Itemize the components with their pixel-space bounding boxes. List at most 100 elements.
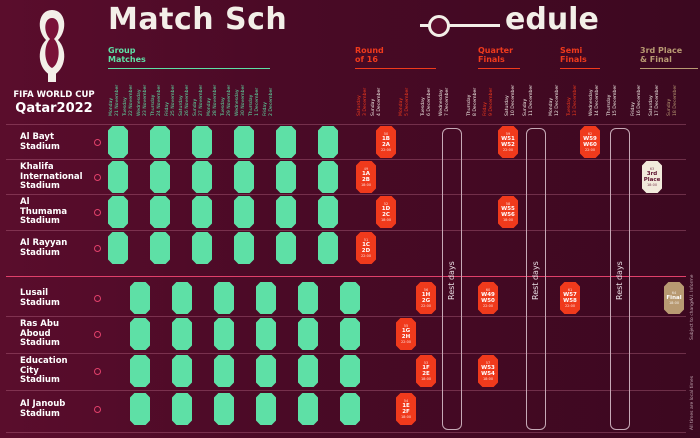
group-match (150, 161, 170, 193)
day-label: Friday 2 December (263, 87, 274, 116)
group-match (214, 355, 234, 387)
group-match (150, 196, 170, 228)
day-header: Friday 16 December (630, 62, 642, 116)
group-match (276, 232, 296, 264)
match-number: 59 (505, 132, 511, 136)
match-number: 62 (587, 132, 593, 136)
group-match (256, 318, 276, 350)
group-match (192, 196, 212, 228)
group-match (234, 232, 254, 264)
stadium-name: Lusail Stadium (20, 288, 60, 308)
match-time: 18:00 (482, 377, 494, 381)
stadium-marker-icon (94, 244, 101, 252)
group-match (276, 196, 296, 228)
match-number: 54 (403, 399, 409, 403)
group-match (172, 318, 192, 350)
stadium-marker-icon (94, 138, 101, 146)
match-number: 57 (485, 361, 491, 365)
day-header: Monday 28 November (206, 62, 218, 116)
day-header: Sunday 11 December (522, 62, 534, 116)
group-match (298, 355, 318, 387)
group-match (318, 161, 338, 193)
day-header: Wednesday 7 December (438, 62, 450, 116)
round-of-16-match: 54 1E 2F 18:00 (396, 393, 416, 425)
semi-final-match: 62 W59 W60 22:00 (580, 126, 600, 158)
group-match (108, 232, 128, 264)
match-teams: W51 W52 (501, 136, 515, 148)
match-number: 63 (649, 167, 655, 171)
row-separator (6, 159, 686, 160)
group-match (318, 232, 338, 264)
day-label: Sunday 27 November (193, 84, 204, 116)
match-teams: W49 W50 (481, 292, 495, 304)
quarter-final-match: 57 W53 W54 18:00 (478, 355, 498, 387)
day-header: Sunday 4 December (370, 62, 382, 116)
match-time: 18:00 (400, 415, 412, 419)
match-time: 22:00 (564, 304, 576, 308)
day-header: Tuesday 6 December (420, 62, 432, 116)
match-time: 22:00 (360, 254, 372, 258)
group-match (214, 318, 234, 350)
row-separator (6, 230, 686, 231)
day-header: Monday 12 December (548, 62, 560, 116)
stadium-name: Ras Abu Aboud Stadium (20, 319, 60, 349)
third-place-match: 63 3rd Place 18:00 (642, 161, 662, 193)
group-match (150, 126, 170, 158)
day-label: Friday 16 December (631, 84, 642, 116)
day-label: Sunday 18 December (667, 84, 678, 116)
match-teams: 1F 2E (422, 365, 430, 377)
row-separator (6, 276, 686, 277)
phase-underline (108, 68, 270, 69)
day-header: Wednesday 30 November (234, 62, 246, 116)
day-label: Wednesday 30 November (235, 84, 246, 116)
day-header: Saturday 17 December (648, 62, 660, 116)
day-label: Monday 21 November (109, 84, 120, 116)
group-match (340, 282, 360, 314)
day-label: Monday 28 November (207, 84, 218, 116)
page-title: Match Sch (108, 2, 288, 37)
day-header: Tuesday 13 December (566, 62, 578, 116)
row-separator (6, 390, 686, 391)
side-note: Subject to change (690, 299, 695, 340)
day-header: Sunday 27 November (192, 62, 204, 116)
match-number: 60 (485, 288, 491, 292)
day-header: Wednesday 23 November (136, 62, 148, 116)
rest-days-label: Rest days (531, 261, 540, 300)
match-number: 52 (383, 202, 389, 206)
round-of-16-match: 53 1F 2E 18:00 (416, 355, 436, 387)
day-header: Thursday 24 November (150, 62, 162, 116)
rest-days-box (610, 128, 630, 430)
group-match (172, 355, 192, 387)
day-label: Saturday 10 December (505, 84, 516, 116)
match-time: 22:00 (420, 304, 432, 308)
row-separator (6, 124, 686, 125)
stadium-marker-icon (94, 330, 101, 338)
match-teams: Final (666, 295, 682, 301)
round-of-16-match: 49 1A 2B 18:00 (356, 161, 376, 193)
day-label: Friday 25 November (165, 84, 176, 116)
day-label: Saturday 3 December (357, 87, 368, 116)
match-time: 18:00 (380, 218, 392, 222)
title-divider (420, 24, 500, 27)
day-label: Saturday 17 December (649, 84, 660, 116)
match-time: 22:00 (380, 148, 392, 152)
logo-subtitle: Qatar2022 (15, 101, 93, 116)
group-match (256, 282, 276, 314)
group-match (298, 282, 318, 314)
day-header: Thursday 1 December (248, 62, 260, 116)
phase-label: Semi Finals (560, 46, 587, 64)
stadium-marker-icon (94, 208, 101, 216)
group-match (256, 393, 276, 425)
day-label: Tuesday 22 November (123, 84, 134, 116)
match-teams: W55 W56 (501, 206, 515, 218)
day-label: Tuesday 6 December (421, 87, 432, 116)
day-label: Monday 5 December (399, 87, 410, 116)
day-header: Saturday 10 December (504, 62, 516, 116)
group-match (298, 393, 318, 425)
day-header: Tuesday 22 November (122, 62, 134, 116)
day-header: Friday 25 November (164, 62, 176, 116)
stadium-name: Al Janoub Stadium (20, 399, 66, 419)
group-match (318, 196, 338, 228)
group-match (234, 126, 254, 158)
match-time: 18:00 (420, 377, 432, 381)
